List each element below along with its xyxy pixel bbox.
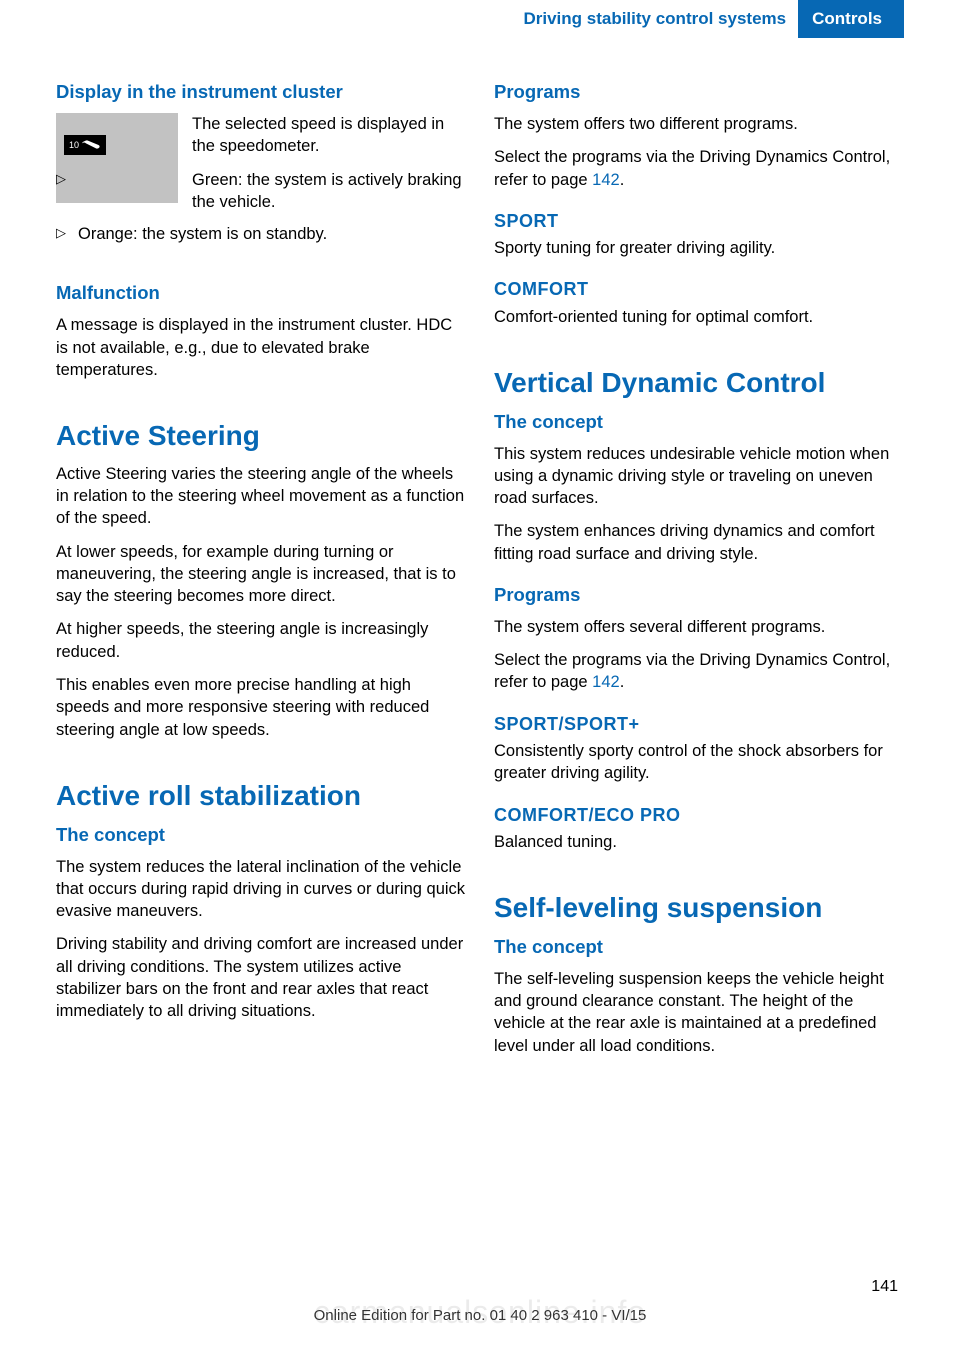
- sport-body: Sporty tuning for greater driving agilit…: [494, 237, 904, 259]
- vdc-sport-body: Consistently sporty control of the shock…: [494, 740, 904, 785]
- roll-stab-p: Driving stability and driving comfort ar…: [56, 933, 466, 1022]
- header-chapter-label: Controls: [798, 0, 904, 38]
- vdc-concept-p: The system enhances driving dynamics and…: [494, 520, 904, 565]
- vdc-programs-heading: Programs: [494, 583, 904, 608]
- vdc-heading: Vertical Dynamic Control: [494, 364, 904, 402]
- roll-stab-p: The system reduces the lateral inclinati…: [56, 856, 466, 923]
- header-section-label: Driving stability control systems: [523, 0, 798, 38]
- right-column: Programs The system offers two different…: [494, 80, 904, 1068]
- vdc-programs-text: Select the programs via the Driving Dyna…: [494, 651, 890, 691]
- vdc-programs-p: Select the programs via the Driving Dyna…: [494, 649, 904, 694]
- sport-heading: SPORT: [494, 209, 904, 233]
- vdc-comfort-heading: COMFORT/ECO PRO: [494, 803, 904, 827]
- programs-text: Select the programs via the Driving Dyna…: [494, 148, 890, 188]
- roll-stab-concept-heading: The concept: [56, 823, 466, 848]
- active-steering-p: At higher speeds, the steering angle is …: [56, 618, 466, 663]
- page-number: 141: [871, 1276, 898, 1298]
- vdc-concept-heading: The concept: [494, 410, 904, 435]
- content-area: Display in the instrument cluster 10 The…: [0, 80, 960, 1068]
- vdc-comfort-body: Balanced tuning.: [494, 831, 904, 853]
- downhill-icon: [81, 139, 101, 151]
- malfunction-section: Malfunction A message is displayed in th…: [56, 281, 466, 381]
- vdc-programs-p: The system offers several different prog…: [494, 616, 904, 638]
- page-header: Driving stability control systems Contro…: [0, 0, 960, 38]
- programs-heading: Programs: [494, 80, 904, 105]
- speedometer-icon: 10: [64, 135, 106, 155]
- vdc-sport-heading: SPORT/SPORT+: [494, 712, 904, 736]
- programs-p: The system offers two different programs…: [494, 113, 904, 135]
- display-bullet: Green: the system is actively braking th…: [56, 169, 466, 214]
- display-bullets: Green: the system is actively braking th…: [56, 169, 466, 246]
- footer-line: Online Edition for Part no. 01 40 2 963 …: [0, 1306, 960, 1326]
- roll-stab-heading: Active roll stabilization: [56, 777, 466, 815]
- vdc-concept-p: This system reduces undesirable vehicle …: [494, 443, 904, 510]
- programs-p: Select the programs via the Driving Dyna…: [494, 146, 904, 191]
- display-section: Display in the instrument cluster 10 The…: [56, 80, 466, 255]
- active-steering-p: This enables even more precise handling …: [56, 674, 466, 741]
- malfunction-body: A message is displayed in the instrument…: [56, 314, 466, 381]
- malfunction-heading: Malfunction: [56, 281, 466, 306]
- self-level-concept-p: The self-leveling suspension keeps the v…: [494, 968, 904, 1057]
- speedometer-icon-badge: 10: [69, 139, 79, 151]
- active-steering-p: Active Steering varies the steering angl…: [56, 463, 466, 530]
- left-column: Display in the instrument cluster 10 The…: [56, 80, 466, 1068]
- vdc-programs-text: .: [620, 673, 625, 691]
- comfort-heading: COMFORT: [494, 277, 904, 301]
- display-heading: Display in the instrument cluster: [56, 80, 466, 105]
- display-bullet: Orange: the system is on standby.: [56, 223, 466, 245]
- programs-text: .: [620, 171, 625, 189]
- self-level-concept-heading: The concept: [494, 935, 904, 960]
- active-steering-p: At lower speeds, for example during turn…: [56, 541, 466, 608]
- active-steering-heading: Active Steering: [56, 417, 466, 455]
- page-link[interactable]: 142: [592, 171, 620, 189]
- page-link[interactable]: 142: [592, 673, 620, 691]
- comfort-body: Comfort-oriented tuning for optimal comf…: [494, 306, 904, 328]
- self-level-heading: Self-leveling suspension: [494, 889, 904, 927]
